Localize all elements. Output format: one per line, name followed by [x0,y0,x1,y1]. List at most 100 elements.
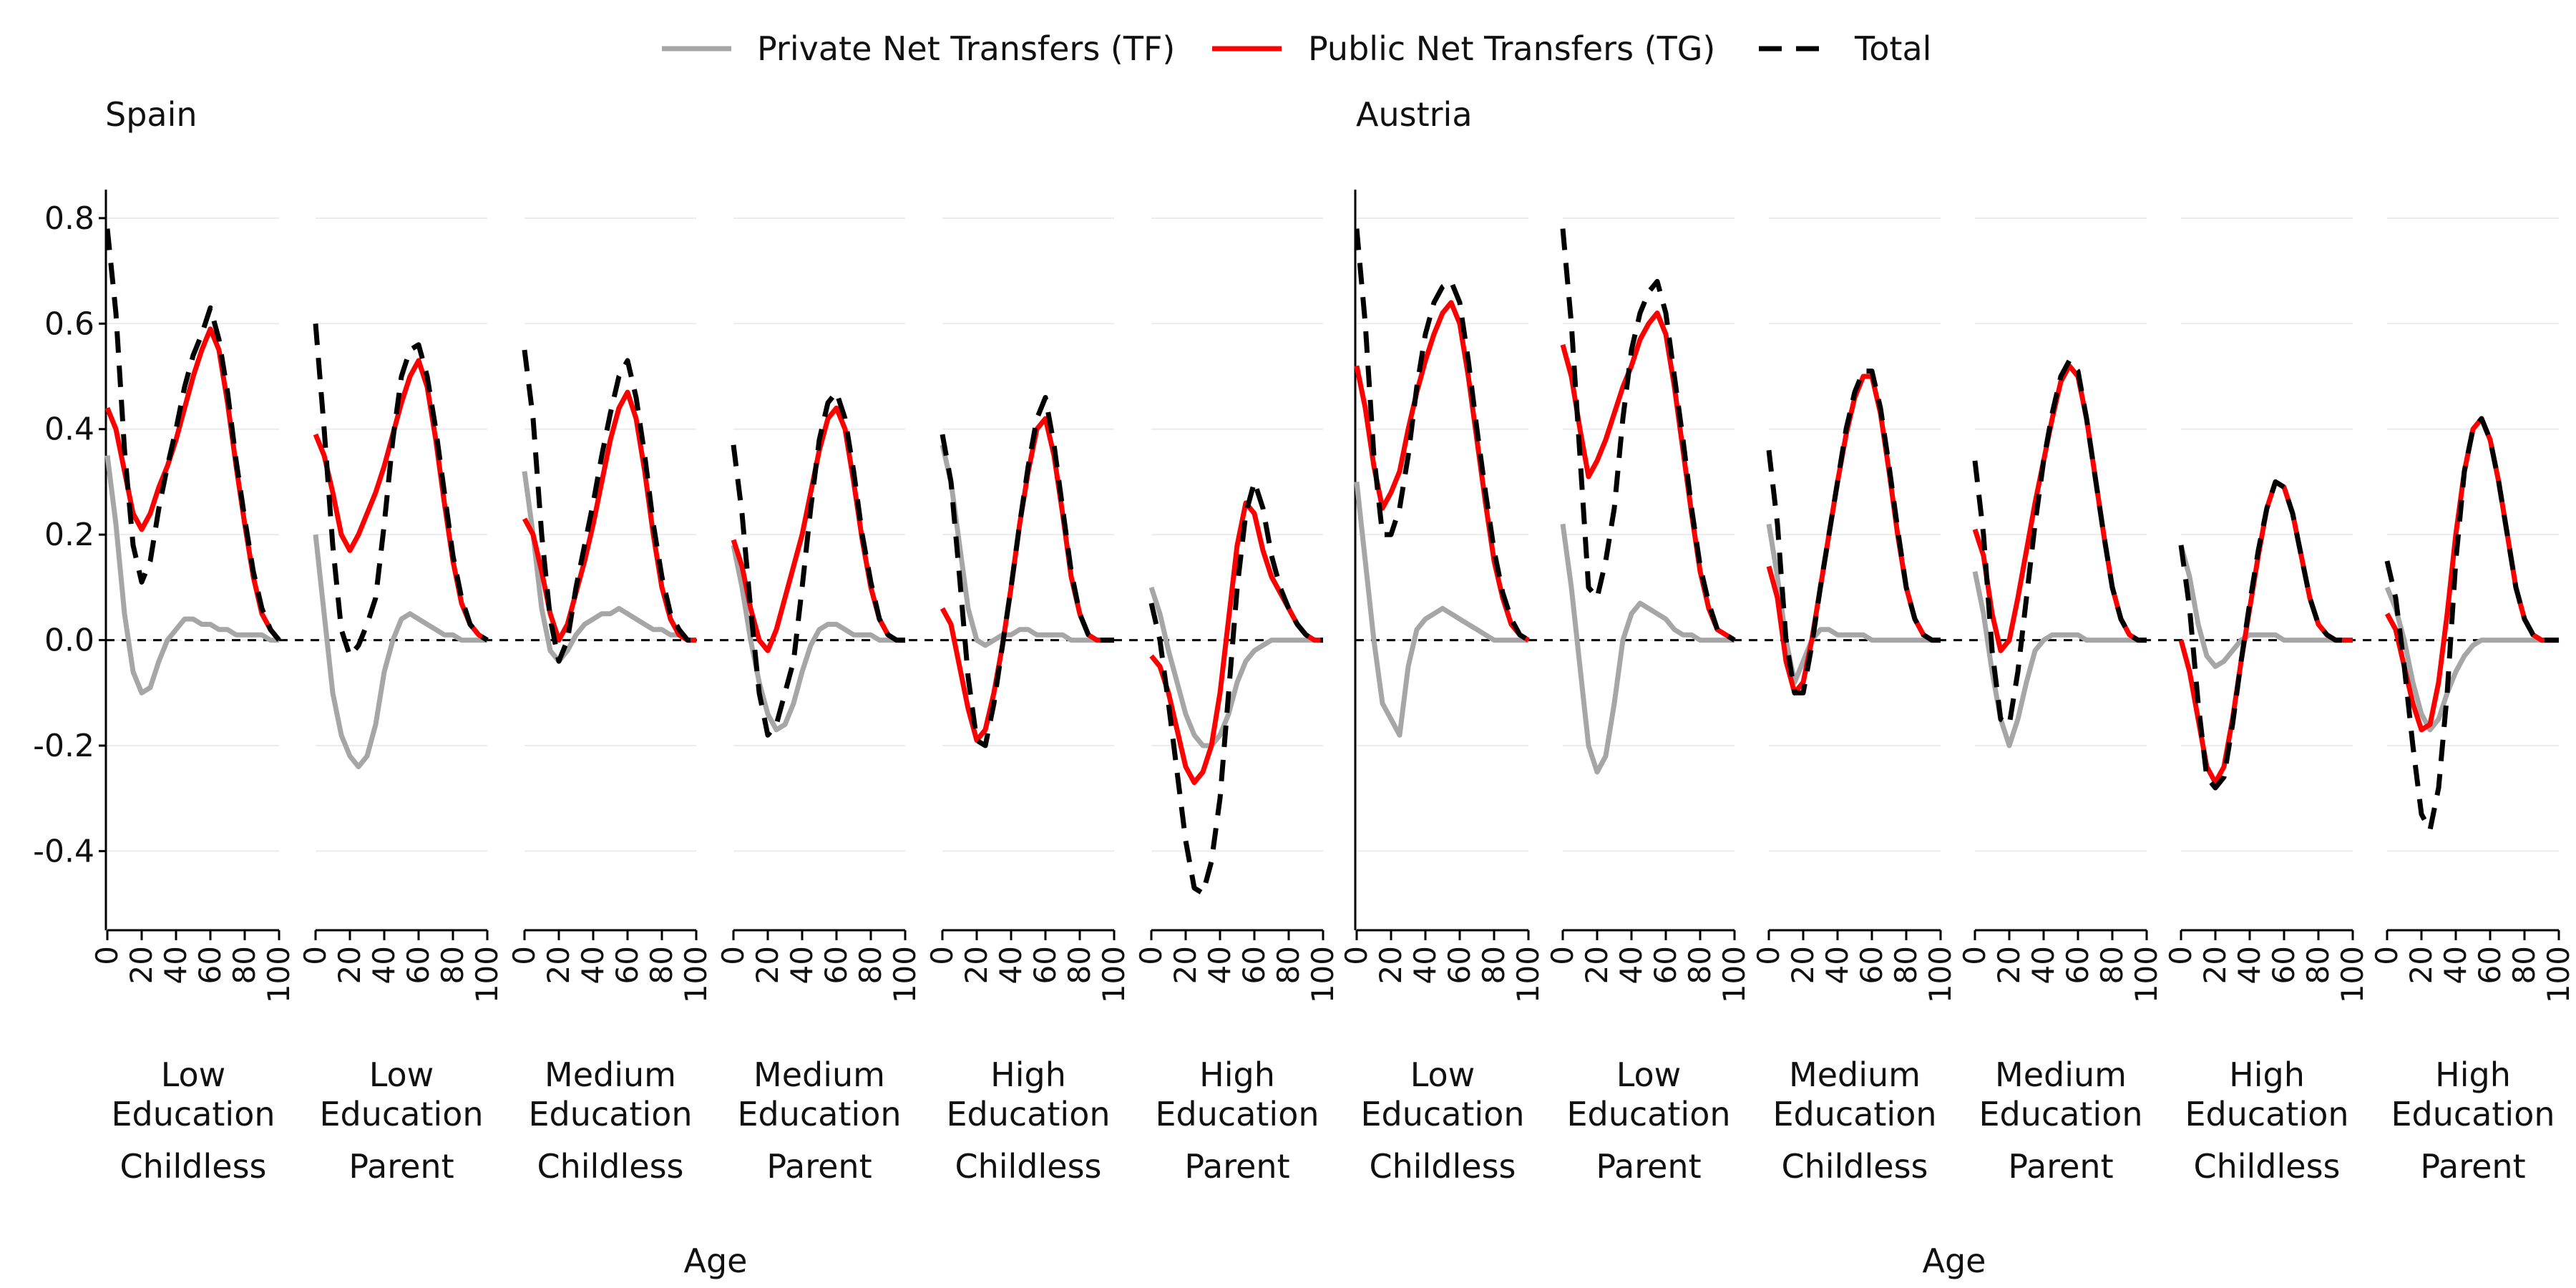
legend-label-private: Private Net Transfers (TF) [757,29,1175,68]
austria-panel-0-label-line-1: Low [1410,1055,1475,1094]
austria-panel-0-series-public-line [1354,300,1530,643]
spain-panel-3-x-tick-label: 20 [750,946,785,984]
spain-panel-4-label-line-3: Childless [955,1147,1101,1186]
x-axis-title-austria: Age [1923,1241,1986,1280]
austria-panel-1-label-line-3: Parent [1596,1147,1701,1186]
austria-panel-1-x-tick-label: 80 [1682,946,1717,984]
spain-panel-3-x-tick-label: 0 [716,946,751,965]
spain-panel-0-x-tick-label: 0 [89,946,125,965]
austria-panel-3-x-tick-label: 40 [2026,946,2061,984]
spain-panel-3-x-tick-label: 40 [784,946,819,984]
spain-panel-5-x-tick-label: 40 [1202,946,1237,984]
austria-panel-5-x-tick-label: 20 [2404,946,2439,984]
y-tick-label: 0.0 [44,623,94,659]
y-tick-label: 0.4 [44,411,94,448]
austria-panel-2-x-tick-label: 100 [1923,946,1958,1003]
austria-panel-4-series-private-line [2178,544,2353,669]
y-tick-label: 0.6 [44,306,94,342]
spain-panel-1-series-private-line [313,534,487,769]
austria-panel-2-x-tick-label: 20 [1785,946,1820,984]
spain-panel-4-x-tick-label: 60 [1028,946,1063,984]
legend-label-public: Public Net Transfers (TG) [1308,29,1715,68]
y-tick-label: 0.2 [44,517,94,553]
spain-panel-3-series-total-line [731,389,905,738]
spain-panel-3-series-private-line [731,545,905,733]
facet-title-austria: Austria [1356,95,1473,134]
spain-panel-0-x-tick-label: 60 [192,946,228,984]
austria-panel-5-label-line-1: High [2435,1055,2511,1094]
austria-panel-0-x-tick-label: 60 [1442,946,1477,984]
austria-panel-4-x-tick-label: 80 [2301,946,2336,984]
spain-panel-1-label-line-1: Low [369,1055,434,1094]
austria-panel-1-x-tick-label: 20 [1579,946,1614,984]
austria-panel-4-label-line-3: Childless [2193,1147,2340,1186]
austria-panel-1-label-line-1: Low [1616,1055,1682,1094]
austria-panel-3-label-line-3: Parent [2008,1147,2113,1186]
austria-panel-1-label-line-2: Education [1566,1095,1730,1133]
austria-panel-0-label-line-3: Childless [1369,1147,1516,1186]
y-tick-label: -0.4 [33,833,94,869]
spain-panel-2-series-private-line [522,471,696,664]
spain-panel-1-x-tick-label: 40 [366,946,401,984]
austria-panel-5-x-tick-label: 60 [2472,946,2507,984]
austria-panel-2-x-tick-label: 40 [1820,946,1855,984]
austria-panel-4-x-tick-label: 60 [2266,946,2301,984]
spain-panel-0-series-private-line [104,455,279,696]
austria-panel-5-x-tick-label: 80 [2507,946,2542,984]
spain-panel-1-x-tick-label: 0 [298,946,333,965]
spain-panel-2-x-tick-label: 20 [541,946,576,984]
austria-panel-5-series-private-line [2384,586,2559,733]
spain-panel-2-series-total-line [522,349,696,664]
spain-panel-0-label-line-1: Low [161,1055,226,1094]
austria-panel-2-x-tick-label: 60 [1854,946,1889,984]
spain-panel-5-label-line-3: Parent [1184,1147,1289,1186]
austria-panel-5-label-line-3: Parent [2420,1147,2525,1186]
spain-panel-4-label-line-2: Education [946,1095,1110,1133]
spain-panel-3-label-line-3: Parent [766,1147,872,1186]
austria-panel-4-x-tick-label: 0 [2163,946,2198,965]
austria-panel-3-x-tick-label: 60 [2060,946,2095,984]
austria-panel-0-series-private-line [1354,482,1528,738]
spain-panel-5-x-tick-label: 20 [1168,946,1203,984]
spain-panel-2-x-tick-label: 40 [575,946,610,984]
spain-panel-5-x-tick-label: 80 [1271,946,1306,984]
austria-panel-3-x-tick-label: 20 [1991,946,2026,984]
austria-panel-2-label-line-2: Education [1772,1095,1936,1133]
spain-panel-1-x-tick-label: 60 [401,946,436,984]
spain-panel-2-x-tick-label: 100 [678,946,713,1003]
spain-panel-5-label-line-1: High [1199,1055,1275,1094]
spain-panel-2-x-tick-label: 80 [644,946,679,984]
austria-panel-0-x-tick-label: 20 [1373,946,1408,984]
austria-panel-4-label-line-1: High [2229,1055,2305,1094]
legend-item-private: Private Net Transfers (TF) [662,29,1175,68]
spain-panel-1-x-tick-label: 20 [332,946,367,984]
austria-panel-4-x-tick-label: 40 [2232,946,2267,984]
facet-title-spain: Spain [105,95,197,134]
austria-panel-5-series-total-line [2384,416,2559,833]
austria-panel-3-x-tick-label: 100 [2129,946,2164,1003]
austria-panel-1-x-tick-label: 40 [1614,946,1649,984]
plot-area: 0.80.60.40.20.0-0.2-0.40 20 40 60 80 100LowEd… [33,190,2576,1186]
austria-panel-0-series-total-line [1354,228,1530,643]
spain-panel-1-label-line-2: Education [319,1095,483,1133]
spain-panel-4-series-total-line [940,395,1114,748]
spain-panel-3-x-tick-label: 60 [819,946,854,984]
legend-label-total: Total [1854,29,1931,68]
legend-item-public: Public Net Transfers (TG) [1212,29,1715,68]
austria-panel-0-label-line-2: Education [1360,1095,1524,1133]
spain-panel-5-x-tick-label: 0 [1133,946,1169,965]
austria-panel-2-x-tick-label: 80 [1888,946,1923,984]
y-tick-label: -0.2 [33,728,94,764]
spain-panel-4-x-tick-label: 80 [1062,946,1097,984]
spain-panel-2-label-line-2: Education [528,1095,692,1133]
spain-panel-3-x-tick-label: 80 [853,946,888,984]
spain-panel-1-series-total-line [313,323,489,659]
austria-panel-1-x-tick-label: 100 [1717,946,1752,1003]
austria-panel-5-x-tick-label: 0 [2369,946,2404,965]
austria-panel-4-x-tick-label: 20 [2197,946,2233,984]
austria-panel-0-x-tick-label: 0 [1339,946,1374,965]
legend: Private Net Transfers (TF) Public Net Tr… [662,29,1931,68]
spain-panel-5-label-line-2: Education [1155,1095,1319,1133]
spain-panel-2-x-tick-label: 60 [610,946,645,984]
spain-panel-2-x-tick-label: 0 [507,946,542,965]
